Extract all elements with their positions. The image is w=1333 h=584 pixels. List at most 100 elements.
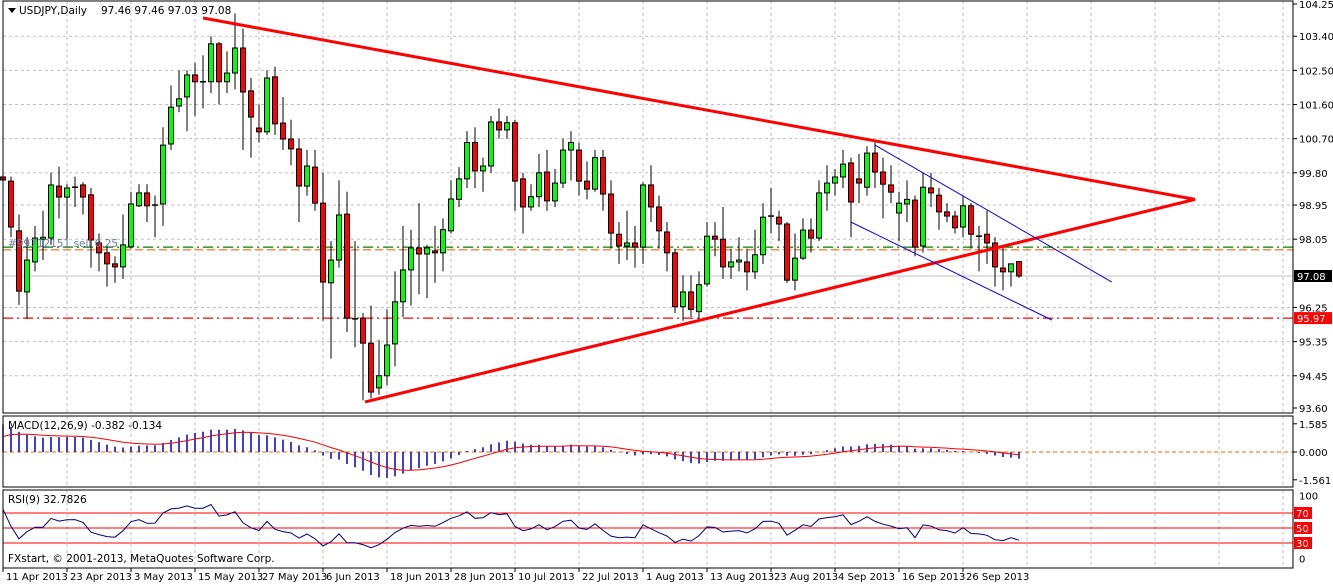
price-label: 95.35 bbox=[1299, 338, 1328, 349]
candle bbox=[480, 157, 486, 192]
candle bbox=[744, 248, 750, 291]
candle bbox=[800, 218, 806, 261]
candle-body-bull bbox=[728, 261, 734, 268]
candle-body-bear bbox=[544, 171, 550, 202]
candle bbox=[488, 115, 494, 173]
date-label: 1 Aug 2013 bbox=[646, 572, 704, 583]
candle-body-bull bbox=[864, 152, 870, 188]
price-label: 104.25 bbox=[1299, 0, 1333, 11]
candle-body-bull bbox=[800, 229, 806, 259]
rsi-panel-frame[interactable] bbox=[2, 489, 1294, 569]
candle-body-bear bbox=[272, 76, 278, 125]
candle-body-bear bbox=[344, 213, 350, 319]
candle bbox=[200, 55, 206, 109]
candle bbox=[264, 70, 270, 135]
grid bbox=[3, 1, 1293, 568]
candle bbox=[936, 187, 942, 230]
candle bbox=[440, 218, 446, 272]
macd-panel-frame[interactable] bbox=[2, 415, 1294, 488]
rsi-min-label: 0 bbox=[1299, 555, 1305, 566]
candle bbox=[952, 210, 958, 234]
candle bbox=[528, 184, 534, 211]
candle-body-bear bbox=[656, 206, 662, 232]
candle bbox=[296, 138, 302, 223]
candle-body-bear bbox=[928, 187, 934, 194]
candle bbox=[352, 241, 358, 348]
candle-body-bull bbox=[384, 344, 390, 377]
candle bbox=[896, 191, 902, 242]
candle-body-bull bbox=[568, 141, 574, 151]
candle-body-bear bbox=[584, 180, 590, 190]
candle-body-bull bbox=[840, 163, 846, 178]
candle-body-bull bbox=[440, 229, 446, 254]
candle-body-bear bbox=[248, 90, 254, 118]
candle-body-bull bbox=[752, 254, 758, 273]
candle bbox=[768, 187, 774, 234]
trendline-channel-upper[interactable] bbox=[874, 144, 1113, 283]
candle-body-bear bbox=[8, 180, 14, 228]
candle bbox=[904, 180, 910, 223]
rsi-title: RSI(9) 32.7826 bbox=[8, 494, 87, 506]
candle-body-bull bbox=[960, 205, 966, 228]
candle-body-bear bbox=[496, 121, 502, 131]
macd-title: MACD(12,26,9) -0.382 -0.134 bbox=[8, 420, 162, 432]
price-label: 99.80 bbox=[1299, 169, 1328, 180]
candle-body-bull bbox=[120, 244, 126, 268]
candle bbox=[520, 172, 526, 234]
candle bbox=[88, 187, 94, 268]
macd-axis-label: 0.000 bbox=[1299, 448, 1328, 459]
candle bbox=[704, 222, 710, 287]
candle bbox=[152, 195, 158, 238]
date-label: 27 May 2013 bbox=[262, 572, 327, 583]
main-panel-frame[interactable] bbox=[2, 0, 1294, 414]
candle-body-bull bbox=[304, 165, 310, 187]
rsi-max-label: 100 bbox=[1299, 492, 1318, 503]
macd-axis-label: 1.585 bbox=[1299, 420, 1328, 431]
candle-body-bear bbox=[112, 263, 118, 268]
candle bbox=[376, 339, 382, 395]
candle bbox=[224, 51, 230, 94]
date-label: 22 Jul 2013 bbox=[582, 572, 639, 583]
candle bbox=[336, 180, 342, 268]
candle bbox=[232, 13, 238, 90]
trendline-channel-lower[interactable] bbox=[850, 221, 1053, 321]
trendline-triangle-upper[interactable] bbox=[202, 16, 1196, 201]
dropdown-triangle-icon[interactable] bbox=[8, 8, 16, 13]
candle-body-bear bbox=[712, 235, 718, 240]
candle bbox=[400, 225, 406, 317]
candle bbox=[104, 244, 110, 287]
candle-body-bear bbox=[368, 342, 374, 393]
candle bbox=[472, 127, 478, 188]
candle-body-bull bbox=[904, 198, 910, 205]
date-label: 13 Aug 2013 bbox=[710, 572, 774, 583]
candle bbox=[912, 195, 918, 257]
candle bbox=[1016, 261, 1022, 278]
candle-body-bear bbox=[472, 141, 478, 172]
date-label: 26 Sep 2013 bbox=[966, 572, 1029, 583]
trendline-triangle-lower[interactable] bbox=[364, 197, 1196, 404]
candle-body-bull bbox=[832, 176, 838, 184]
candle bbox=[504, 115, 510, 139]
rsi-level-box bbox=[1294, 537, 1312, 549]
candle bbox=[416, 203, 422, 295]
candle bbox=[288, 119, 294, 166]
candle bbox=[32, 225, 38, 272]
date-label: 4 Sep 2013 bbox=[838, 572, 895, 583]
candle bbox=[96, 233, 102, 272]
candle-body-bull bbox=[224, 72, 230, 83]
candle bbox=[1000, 244, 1006, 291]
rsi-line bbox=[2, 503, 1020, 549]
order-label[interactable]: #99712151 sell 0.25 bbox=[8, 238, 118, 250]
candle-body-bull bbox=[136, 192, 142, 207]
candle bbox=[560, 138, 566, 188]
candle-body-bear bbox=[856, 178, 862, 184]
bid-price-label: 97.08 bbox=[1297, 272, 1326, 283]
candle bbox=[672, 248, 678, 314]
level-price-label: 95.97 bbox=[1297, 314, 1326, 325]
candle-body-bear bbox=[432, 250, 438, 254]
candle-body-bull bbox=[504, 122, 510, 131]
candle-body-bull bbox=[624, 242, 630, 247]
candle-body-bull bbox=[560, 149, 566, 184]
